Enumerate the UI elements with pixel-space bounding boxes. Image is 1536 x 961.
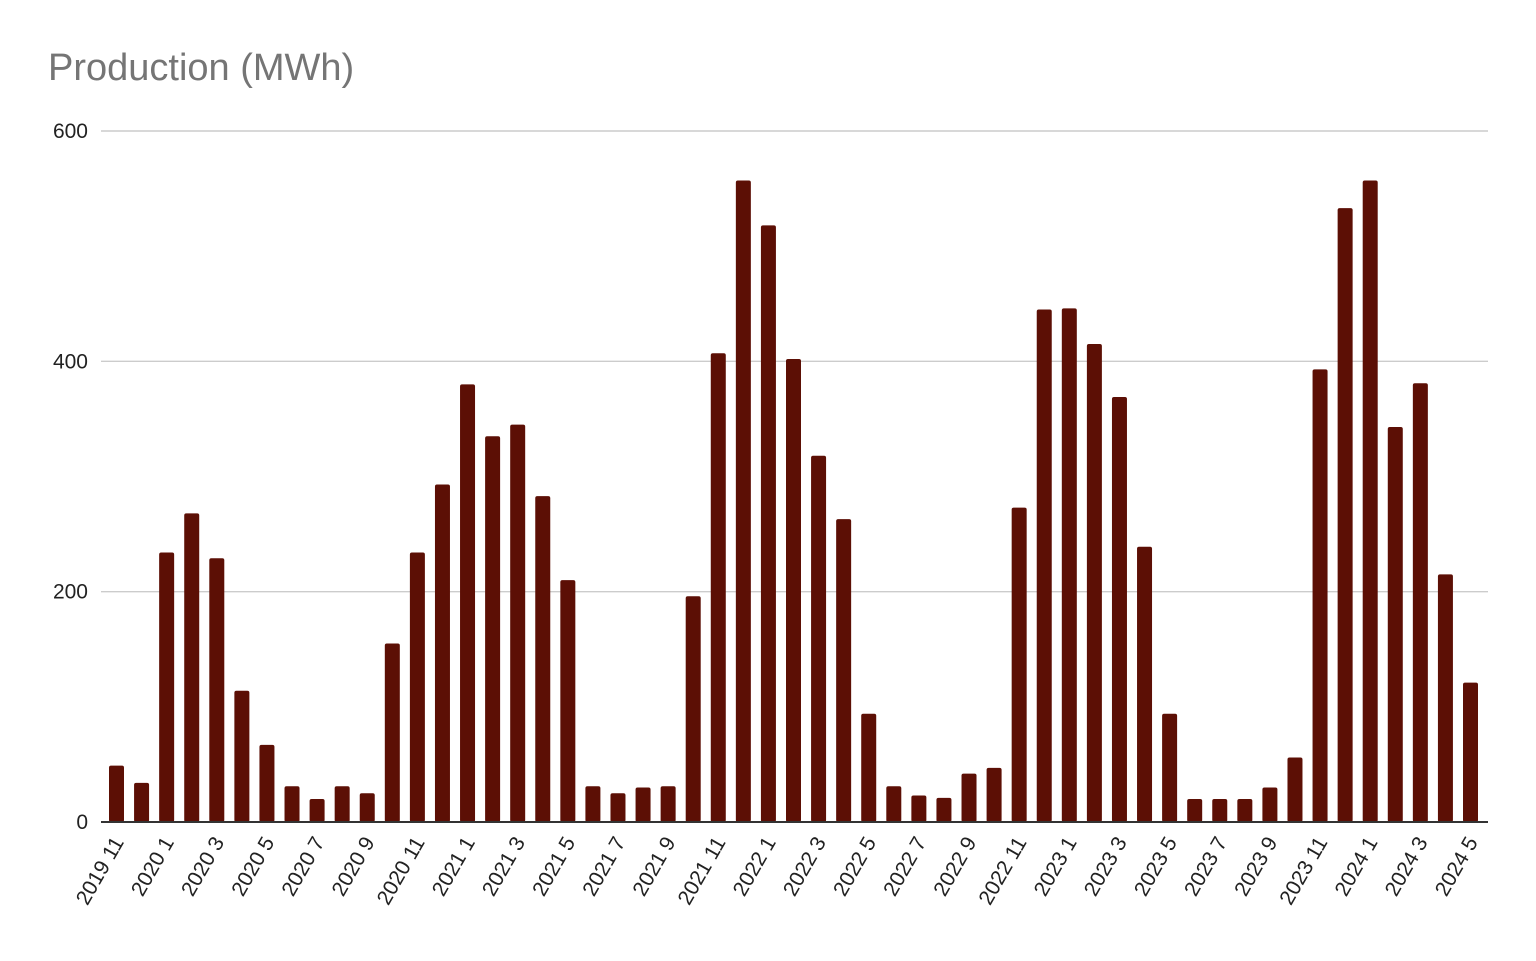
x-tick-label: 2023 3 [1080,833,1132,900]
bar [811,455,827,822]
bar [485,436,501,822]
x-tick-label: 2021 3 [478,833,530,900]
x-tick-label: 2021 5 [528,833,580,900]
x-tick-label: 2024 1 [1330,833,1382,900]
bar [1061,308,1077,822]
bar [334,786,350,822]
bar [1137,546,1153,822]
bar [635,787,651,822]
bar [1212,798,1228,822]
y-tick-label: 600 [53,120,88,143]
bar [685,596,701,822]
y-axis-tick-labels: 0 200 400 600 [53,120,88,834]
bar [109,765,124,822]
y-tick-label: 0 [76,811,88,834]
bar [1036,309,1052,823]
bar [1437,574,1453,822]
bar [309,798,325,822]
x-tick-label: 2020 3 [177,833,229,900]
bar [284,786,300,822]
bar [986,767,1002,822]
bar [1262,787,1278,822]
bar [1086,344,1102,822]
x-tick-label: 2023 9 [1230,833,1282,900]
bar [911,795,927,822]
x-tick-label: 2020 9 [328,833,380,900]
bar [861,713,877,822]
x-tick-label: 2024 5 [1431,833,1483,900]
bar [234,690,250,822]
x-tick-label: 2019 11 [72,833,129,909]
bar [409,552,425,822]
bar [1387,426,1403,822]
x-tick-label: 2023 5 [1130,833,1182,900]
x-tick-label: 2024 3 [1381,833,1433,900]
bar [384,643,400,822]
x-tick-label: 2021 1 [428,833,480,900]
bar [1362,180,1378,822]
bar [585,786,601,822]
chart-title: Production (MWh) [48,47,354,89]
x-tick-label: 2022 11 [974,833,1031,909]
bar [786,359,801,822]
bar [560,580,576,822]
x-tick-label: 2023 1 [1030,833,1082,900]
x-tick-label: 2023 7 [1180,833,1232,900]
bar [535,496,551,822]
bar [836,519,852,822]
bars [109,180,1478,823]
bar [1412,383,1428,822]
x-tick-label: 2021 7 [578,833,630,900]
bar [1312,369,1328,822]
bar [735,180,751,822]
bar [1237,798,1253,822]
bar [184,513,200,822]
bar [159,552,175,822]
x-tick-label: 2023 11 [1275,833,1332,909]
y-tick-label: 200 [53,581,88,604]
bar [1287,757,1303,822]
bar [434,484,450,822]
bar [259,744,275,822]
bar [134,782,150,822]
x-tick-label: 2020 1 [127,833,179,900]
x-tick-label: 2022 5 [829,833,881,900]
x-tick-label: 2021 9 [628,833,680,900]
bar [460,384,476,822]
bar [1162,713,1178,822]
bar [961,773,977,822]
bar [1337,208,1353,822]
bar [1463,682,1478,822]
x-tick-label: 2020 7 [277,833,329,900]
bar [1187,798,1203,822]
bar [710,353,726,822]
bar [510,424,526,822]
bar [886,786,902,822]
bar [760,225,776,823]
y-tick-label: 400 [53,350,88,373]
x-tick-label: 2020 11 [373,833,430,909]
bar [209,558,225,822]
x-tick-label: 2022 3 [779,833,831,900]
bar [1011,507,1027,822]
x-tick-label: 2021 11 [674,833,731,909]
bar [610,793,626,822]
x-tick-label: 2022 7 [879,833,931,900]
bar [660,786,676,822]
x-tick-label: 2022 9 [929,833,981,900]
bar [1111,397,1127,822]
x-tick-label: 2020 5 [227,833,279,900]
bar [359,793,375,822]
x-tick-label: 2022 1 [729,833,781,900]
bar [936,797,952,822]
